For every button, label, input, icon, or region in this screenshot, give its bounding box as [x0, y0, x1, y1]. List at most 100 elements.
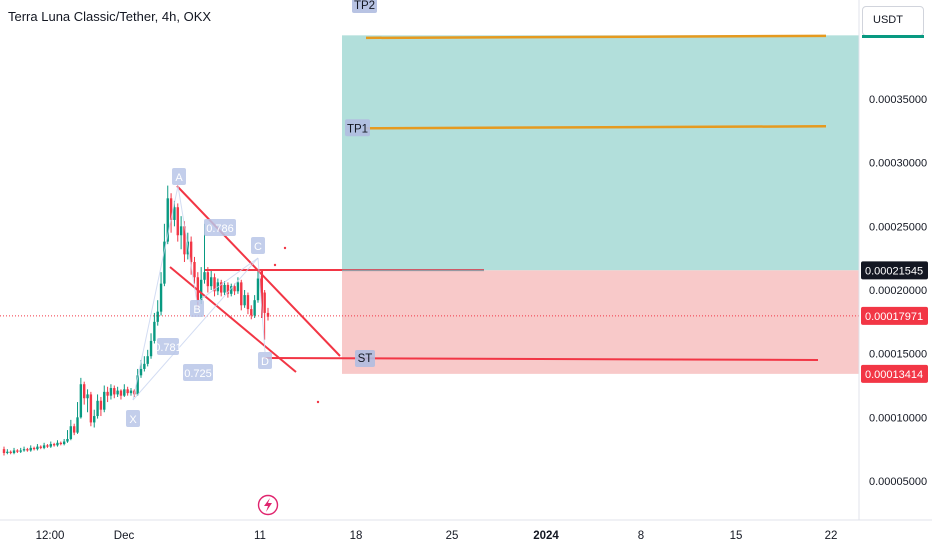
candle [16, 449, 19, 453]
candle [266, 307, 270, 321]
candle [39, 445, 42, 450]
candle [156, 300, 159, 326]
candle-body [123, 389, 126, 396]
profit-zone[interactable] [342, 35, 859, 271]
y-axis[interactable]: 0.00035000 0.00030000 0.00025000 0.00020000… [869, 94, 927, 488]
candle-body [22, 449, 26, 451]
candle [52, 442, 56, 447]
candle-body [39, 446, 42, 448]
y-axis-tick: 0.00030000 [869, 158, 927, 170]
candle-body [243, 295, 246, 306]
candle [256, 269, 260, 303]
currency-button[interactable]: USDT [862, 6, 924, 38]
candle [99, 396, 103, 417]
candle-body [12, 450, 16, 453]
event-lightning-icon[interactable] [257, 494, 279, 516]
candle [109, 384, 113, 400]
target-label-tp1: TP1 [345, 119, 370, 137]
candle-body [143, 363, 146, 369]
fib-ratio-bg [157, 338, 179, 355]
harmonic-connector [177, 185, 198, 303]
candle [12, 447, 16, 455]
candle [129, 388, 133, 396]
candle [66, 430, 69, 443]
price-tag-bg [861, 261, 928, 280]
price-tag-bg [861, 364, 928, 383]
candle-body [236, 282, 240, 292]
currency-underline [862, 35, 924, 38]
harmonic-pattern[interactable]: A B C X D 0.786 0.781 0.725 [126, 168, 819, 427]
candle [103, 385, 106, 413]
harmonic-connector [257, 257, 266, 353]
candle-body [193, 261, 196, 278]
candle-body [66, 438, 69, 442]
candle [36, 444, 39, 451]
candle [29, 445, 32, 452]
candle-body [156, 311, 159, 322]
price-tag-label: 0.00021545 [865, 265, 923, 277]
candle-body [153, 321, 156, 341]
harmonic-connector [196, 257, 259, 303]
candle-body [173, 207, 176, 220]
candle [176, 203, 179, 242]
marker-dot [283, 246, 287, 250]
x-axis-tick: 2024 [533, 530, 559, 542]
pattern-point-label: A [175, 172, 183, 184]
price-tag-bg [861, 306, 928, 325]
candle [9, 450, 12, 455]
candle-body [203, 272, 206, 280]
candle-body [139, 368, 143, 376]
candle [83, 381, 86, 405]
candle [136, 368, 139, 396]
price-tag: 0.00017971 [861, 306, 928, 325]
candle-body [76, 417, 79, 433]
pattern-point-label: X [129, 414, 137, 426]
candle [213, 273, 216, 297]
candle [49, 441, 52, 448]
pattern-line[interactable] [169, 266, 297, 373]
candle-body [52, 444, 56, 446]
candle [116, 386, 119, 397]
stop-label: ST [355, 350, 375, 367]
candle [146, 349, 149, 367]
target-label-bg [345, 119, 370, 137]
target-label-bg [352, 0, 377, 13]
candle-body [106, 391, 109, 396]
candle-body [19, 450, 22, 452]
target-line-tp2[interactable] [365, 34, 827, 40]
target-line-tp1[interactable] [365, 125, 827, 130]
fib-ratio-label: 0.781 [154, 342, 182, 354]
candle [236, 277, 240, 294]
candle [199, 267, 203, 305]
candle-body [226, 284, 230, 294]
candle [2, 446, 6, 456]
candle [179, 216, 183, 250]
candle [76, 402, 79, 434]
candle [246, 292, 250, 315]
candle-body [223, 284, 226, 293]
x-axis-tick: Dec [114, 530, 135, 542]
candle-body [266, 312, 270, 317]
candle [96, 394, 99, 419]
candle [243, 290, 246, 308]
x-axis-tick: 25 [446, 530, 459, 542]
candle-body [213, 277, 216, 292]
candle-body [26, 449, 29, 451]
fib-ratio-label: 0.786 [206, 223, 234, 235]
candle [32, 446, 36, 451]
harmonic-connector [132, 185, 179, 401]
candle [263, 290, 266, 340]
candle [42, 442, 46, 450]
candle [159, 272, 163, 316]
candle-body [32, 447, 36, 450]
candle [106, 386, 109, 403]
loss-zone[interactable] [342, 270, 859, 374]
fib-ratio-bg [204, 219, 236, 236]
candle [59, 441, 63, 446]
candle [69, 419, 73, 441]
target-lines[interactable]: TP2 TP1 ST [342, 0, 827, 367]
x-axis[interactable]: 12:00 Dec 11 18 25 2024 8 15 22 [36, 530, 838, 542]
candle-body [220, 282, 223, 293]
y-axis-tick: 0.00025000 [869, 221, 927, 233]
